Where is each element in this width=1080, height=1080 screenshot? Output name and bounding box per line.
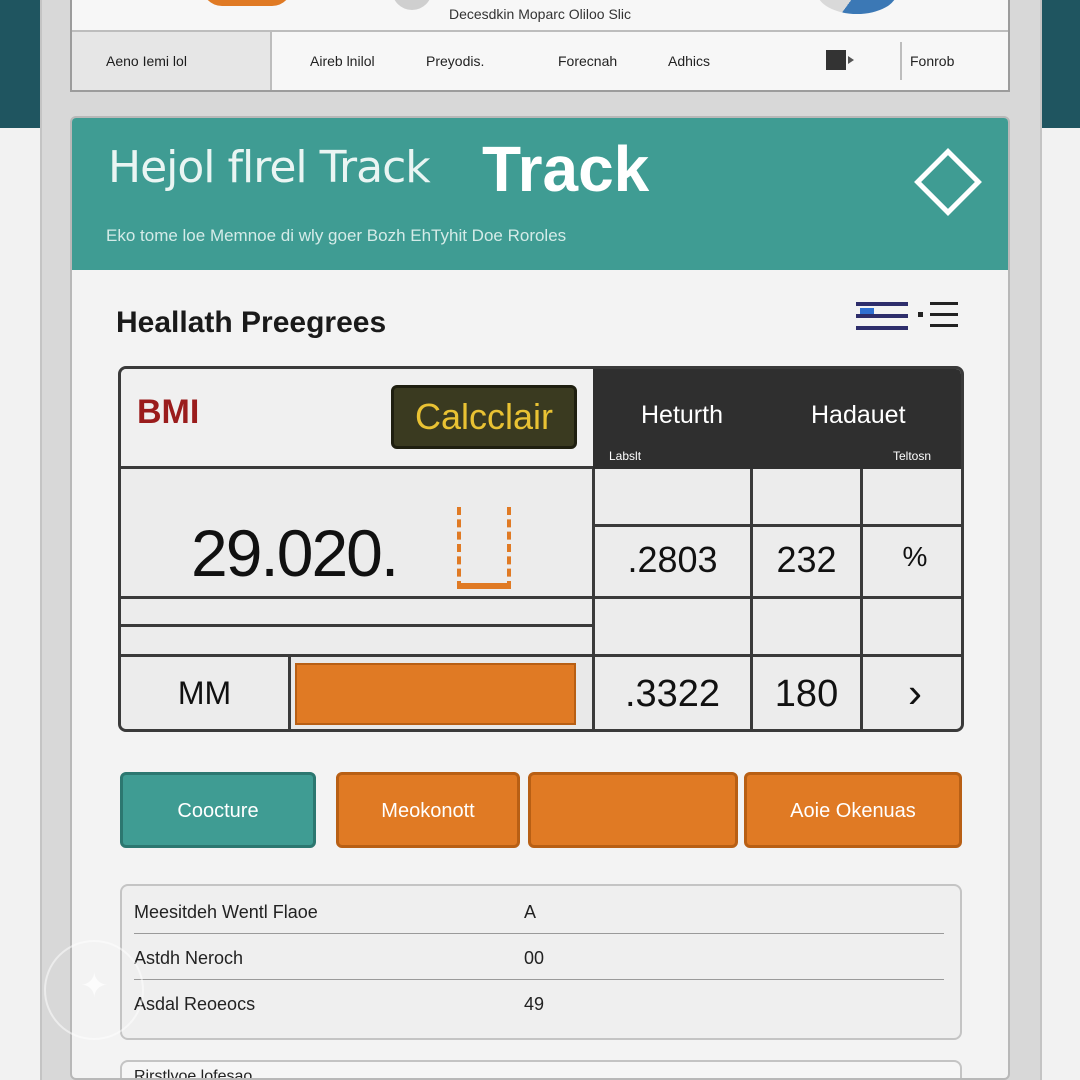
background-band-right	[1040, 0, 1080, 128]
stat-value: 49	[524, 994, 545, 1014]
table-cell: .3322	[595, 657, 753, 729]
stats-card: Meesitdeh Wentl Flaoe A Astdh Neroch 00 …	[120, 884, 962, 1040]
nav-divider	[900, 42, 902, 80]
table-column-headers: Heturth Hadauet Labslt Teltosn	[593, 369, 961, 469]
column-subheader-right: Teltosn	[893, 449, 932, 463]
next-row-button[interactable]: ›	[863, 657, 961, 729]
hamburger-icon	[930, 302, 958, 328]
pie-chart-icon	[817, 0, 897, 14]
flag-icon	[856, 302, 908, 330]
hero-title-emphasis: Track	[482, 133, 650, 205]
stat-value: A	[524, 902, 537, 922]
decorative-shape-mid	[392, 0, 432, 10]
row1-value-1: .2803	[627, 539, 718, 580]
mm-label-cell: MM	[121, 657, 291, 729]
table-cell	[863, 469, 961, 527]
table-cell: 180	[753, 657, 863, 729]
table-cell: 232	[753, 527, 863, 599]
list-item[interactable]: Astdh Neroch 00	[134, 936, 944, 980]
table-cell: %	[863, 527, 961, 599]
nav-item-6[interactable]: Fonrob	[910, 53, 955, 69]
row2-value-2: 180	[774, 673, 839, 715]
stat-label: Meesitdeh Wentl Flaoe	[134, 902, 318, 922]
section-title: Heallath Preegrees	[116, 306, 387, 339]
mm-progress-bar	[295, 663, 576, 725]
table-cell	[595, 469, 753, 527]
bottom-card-label: Rirstlvoe lofesao	[134, 1068, 253, 1080]
table-cell	[753, 469, 863, 527]
square-icon[interactable]	[826, 50, 846, 70]
hero-title: Hejol flrel Track	[108, 142, 431, 193]
chevron-right-icon: ›	[908, 669, 922, 716]
table-cell: .2803	[595, 527, 753, 599]
column-subheader-left: Labslt	[609, 449, 642, 463]
action-button-3[interactable]	[528, 772, 738, 848]
list-item[interactable]: Meesitdeh Wentl Flaoe A	[134, 890, 944, 934]
watermark-badge	[44, 940, 144, 1040]
row2-value-1: .3322	[624, 673, 721, 715]
stat-label: Astdh Neroch	[134, 948, 244, 968]
bmi-value-cell: 29.020.	[121, 469, 595, 599]
sparkle-icon: ✦	[80, 967, 109, 1005]
background-band-left	[0, 0, 42, 128]
table-cell	[753, 599, 863, 657]
action-button-4[interactable]: Aoie Okenuas	[744, 772, 962, 848]
nav-item-5[interactable]: Adhics	[668, 53, 711, 69]
stat-value: 00	[524, 948, 545, 968]
play-icon	[848, 56, 854, 64]
bmi-table: BMI Calcclair Heturth Hadauet Labslt Tel…	[118, 366, 964, 732]
hero-banner: Hejol flrel Track Track Eko tome loe Mem…	[72, 118, 1008, 270]
nav-item-3[interactable]: Preyodis.	[426, 53, 485, 69]
bracket-icon	[457, 507, 511, 589]
column-header-2: Hadauet	[811, 401, 906, 429]
bmi-value: 29.020.	[191, 516, 399, 590]
nav-item-2[interactable]: Aireb lnilol	[310, 53, 375, 69]
bottom-card[interactable]: Rirstlvoe lofesao	[120, 1060, 962, 1080]
top-nav-caption: Decesdkin Moparc Oliloo Slic	[448, 6, 632, 22]
table-cell	[595, 599, 753, 657]
column-header-1: Heturth	[641, 401, 723, 429]
action-button-1[interactable]: Coocture	[120, 772, 316, 848]
table-cell	[121, 627, 595, 657]
row1-value-3: %	[902, 541, 928, 572]
decorative-shape-left	[202, 0, 292, 6]
mm-label: MM	[177, 675, 232, 711]
nav-item-4[interactable]: Forecnah	[558, 53, 618, 69]
action-button-2[interactable]: Meokonott	[336, 772, 520, 848]
top-nav-card: Decesdkin Moparc Oliloo Slic Aeno Iemi l…	[70, 0, 1010, 92]
calculate-button[interactable]: Calcclair	[391, 385, 577, 449]
row1-value-2: 232	[776, 539, 837, 580]
list-menu-icon[interactable]	[856, 300, 966, 334]
mm-progress-cell	[291, 657, 595, 729]
dot-icon	[918, 312, 923, 317]
bmi-label: BMI	[137, 393, 200, 431]
table-cell	[863, 599, 961, 657]
main-card: Hejol flrel Track Track Eko tome loe Mem…	[70, 116, 1010, 1080]
stat-label: Asdal Reoeocs	[134, 994, 256, 1014]
hero-subtitle: Eko tome loe Memnoe di wly goer Bozh EhT…	[106, 226, 567, 245]
table-cell	[121, 599, 595, 627]
diamond-icon[interactable]	[914, 148, 982, 216]
nav-item-home[interactable]: Aeno Iemi lol	[72, 32, 272, 90]
bmi-header: BMI Calcclair	[121, 369, 593, 469]
nav-bar: Aeno Iemi lol Aireb lnilol Preyodis. For…	[72, 30, 1008, 90]
list-item[interactable]: Asdal Reoeocs 49	[134, 982, 944, 1026]
